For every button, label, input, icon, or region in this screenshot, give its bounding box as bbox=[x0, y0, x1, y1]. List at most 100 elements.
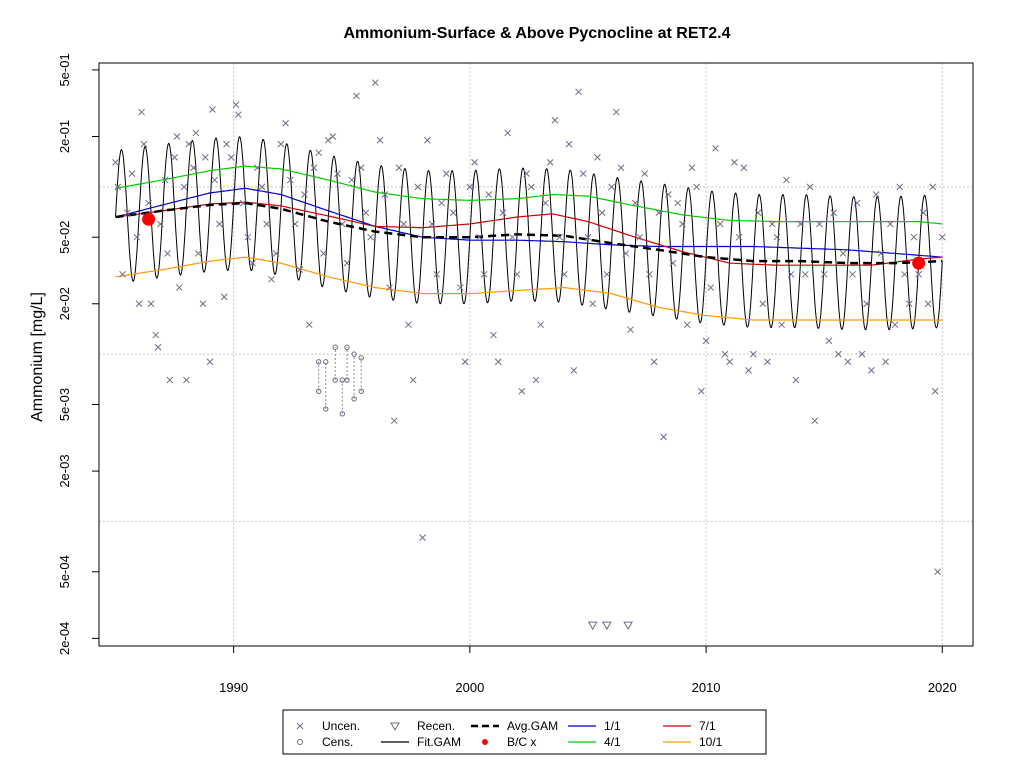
x-mark bbox=[707, 284, 715, 291]
x-mark bbox=[277, 140, 285, 148]
x-mark bbox=[409, 376, 417, 384]
x-mark bbox=[901, 270, 908, 278]
uncensored-point bbox=[114, 183, 122, 191]
uncensored-point bbox=[164, 250, 171, 257]
x-mark bbox=[301, 191, 308, 198]
x-mark bbox=[386, 284, 393, 291]
x-mark bbox=[475, 233, 483, 241]
uncensored-point bbox=[239, 199, 247, 207]
uncensored-point bbox=[886, 220, 894, 228]
uncensored-point bbox=[797, 220, 804, 228]
x-mark bbox=[244, 233, 252, 241]
x-mark bbox=[716, 220, 724, 228]
uncensored-point bbox=[726, 358, 734, 366]
uncensored-point bbox=[362, 209, 370, 217]
censored-point bbox=[358, 355, 364, 394]
uncensored-point bbox=[277, 140, 285, 148]
censored-high bbox=[315, 359, 322, 365]
legend-label: Fit.GAM bbox=[417, 735, 461, 749]
x-mark bbox=[579, 170, 587, 177]
x-mark bbox=[891, 321, 899, 329]
x-mark bbox=[584, 233, 592, 241]
censored-point bbox=[332, 344, 338, 383]
x-mark bbox=[400, 220, 408, 228]
x-mark bbox=[175, 284, 183, 291]
uncensored-point bbox=[612, 108, 620, 116]
uncensored-point bbox=[816, 220, 823, 228]
legend-label: 1/1 bbox=[604, 719, 621, 733]
x-mark bbox=[232, 101, 240, 109]
x-mark bbox=[806, 183, 814, 191]
points bbox=[112, 79, 946, 631]
uncensored-point bbox=[631, 199, 639, 207]
x-mark bbox=[835, 350, 842, 358]
x-mark bbox=[296, 266, 304, 273]
x-mark bbox=[872, 191, 880, 198]
legend-item-s11: 1/1 bbox=[568, 719, 621, 733]
x-mark bbox=[320, 250, 327, 257]
uncensored-point bbox=[716, 220, 724, 228]
uncensored-point bbox=[296, 266, 304, 273]
censored-high bbox=[351, 351, 357, 357]
x-mark bbox=[419, 534, 426, 541]
uncensored-point bbox=[140, 140, 148, 148]
x-mark bbox=[357, 164, 365, 172]
legend-item-s41: 4/1 bbox=[568, 735, 621, 749]
uncensored-point bbox=[348, 176, 356, 184]
x-mark bbox=[702, 337, 710, 345]
x-mark bbox=[513, 270, 521, 278]
x-mark bbox=[180, 183, 188, 191]
x-mark bbox=[754, 209, 762, 217]
x-mark bbox=[726, 358, 734, 366]
x-mark bbox=[199, 300, 207, 308]
x-mark bbox=[253, 164, 261, 172]
x-mark bbox=[310, 164, 318, 172]
x-mark bbox=[268, 275, 275, 283]
x-mark bbox=[183, 376, 190, 384]
x-mark bbox=[896, 183, 904, 191]
uncensored-point bbox=[754, 209, 762, 217]
legend-symbol bbox=[482, 739, 488, 745]
uncensored-point bbox=[660, 433, 667, 441]
uncensored-point bbox=[235, 111, 242, 119]
x-mark bbox=[223, 140, 230, 148]
uncensored-point bbox=[849, 270, 856, 278]
uncensored-point bbox=[650, 358, 658, 366]
uncensored-point bbox=[858, 350, 866, 358]
x-mark bbox=[171, 154, 178, 161]
uncensored-point bbox=[475, 233, 483, 241]
x-tick-label: 1990 bbox=[219, 680, 248, 695]
censored-low bbox=[315, 388, 322, 394]
uncensored-point bbox=[830, 209, 837, 217]
uncensored-point bbox=[310, 164, 318, 172]
series-line-s101 bbox=[115, 256, 943, 321]
x-mark bbox=[216, 220, 223, 228]
x-mark bbox=[154, 343, 162, 351]
uncensored-point bbox=[707, 284, 715, 291]
x-mark bbox=[650, 358, 658, 366]
uncensored-point bbox=[839, 250, 847, 257]
x-mark bbox=[466, 183, 474, 191]
uncensored-point bbox=[286, 176, 294, 184]
uncensored-point bbox=[244, 233, 252, 241]
uncensored-point bbox=[646, 270, 653, 278]
y-tick-label: 5e-04 bbox=[57, 555, 72, 588]
censored-low bbox=[344, 377, 350, 383]
uncensored-point bbox=[367, 233, 375, 241]
uncensored-point bbox=[712, 144, 719, 152]
uncensored-point bbox=[674, 199, 682, 207]
uncensored-point bbox=[405, 321, 412, 329]
x-mark bbox=[542, 199, 549, 207]
uncensored-point bbox=[924, 300, 932, 308]
uncensored-point bbox=[764, 358, 771, 366]
x-mark bbox=[551, 116, 559, 124]
x-mark bbox=[801, 270, 809, 278]
x-axis: 1990 2000 2010 2020 bbox=[219, 645, 957, 695]
x-mark bbox=[882, 358, 889, 366]
uncensored-point bbox=[882, 358, 889, 366]
uncensored-point bbox=[442, 170, 450, 177]
censored-low bbox=[323, 406, 329, 412]
x-mark bbox=[362, 209, 370, 217]
x-mark bbox=[315, 149, 323, 157]
uncensored-point bbox=[315, 149, 323, 157]
